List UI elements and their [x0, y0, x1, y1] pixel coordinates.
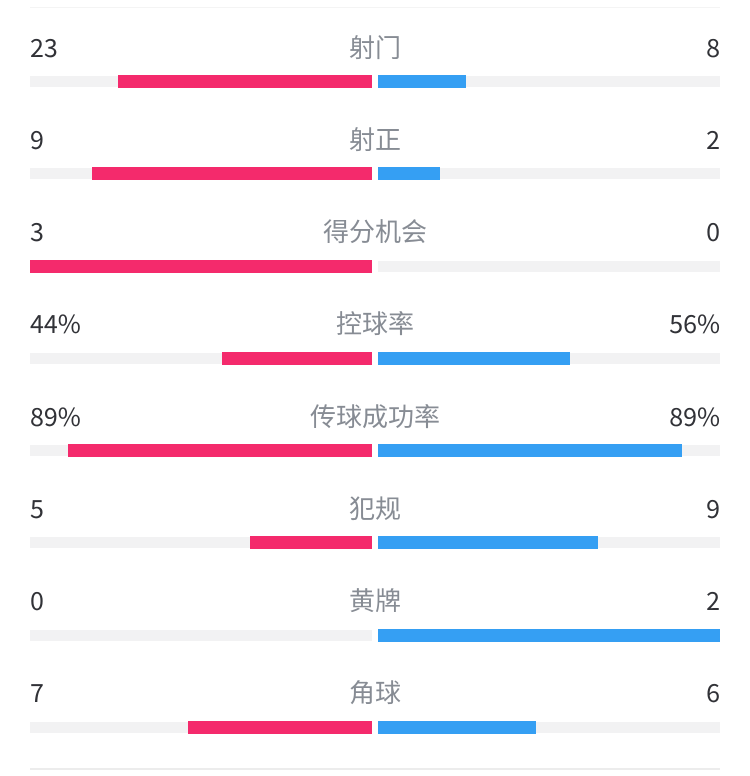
stat-row: 23 射门 8 [0, 19, 750, 111]
stat-label: 黄牌 [348, 581, 402, 619]
stat-row: 3 得分机会 0 [0, 204, 750, 296]
away-value: 56% [669, 305, 720, 342]
bar-track-home [30, 537, 372, 549]
home-value: 89% [30, 397, 81, 434]
home-value: 44% [30, 305, 81, 342]
away-bar-fill [378, 720, 536, 734]
top-divider [30, 6, 720, 9]
home-bar-fill [221, 351, 372, 365]
bottom-divider [30, 768, 720, 771]
away-value: 6 [706, 674, 720, 711]
stat-label: 射门 [348, 27, 402, 65]
away-bar-fill [378, 75, 467, 89]
bar-track-away [378, 721, 720, 733]
home-bar-fill [30, 259, 372, 273]
home-value: 9 [30, 120, 44, 157]
stat-label: 传球成功率 [309, 396, 441, 434]
stat-row: 44% 控球率 56% [0, 296, 750, 388]
bar-track-home [30, 629, 372, 641]
home-bar-fill [67, 444, 372, 458]
away-value: 89% [669, 397, 720, 434]
stat-row: 0 黄牌 2 [0, 573, 750, 665]
stat-label: 得分机会 [322, 212, 428, 250]
bar-track-home [30, 352, 372, 364]
home-value: 23 [30, 28, 58, 65]
away-bar-fill [378, 628, 720, 642]
home-bar-fill [187, 720, 372, 734]
stat-label: 射正 [348, 119, 402, 157]
away-bar-fill [378, 536, 598, 550]
stat-row: 5 犯规 9 [0, 480, 750, 572]
stat-label: 角球 [348, 673, 402, 711]
away-bar-fill [378, 167, 441, 181]
home-value: 5 [30, 489, 44, 526]
bar-track-away [378, 260, 720, 272]
away-bar-fill [378, 351, 570, 365]
home-bar-fill [118, 75, 372, 89]
away-value: 2 [706, 581, 720, 618]
away-value: 8 [706, 28, 720, 65]
stat-row: 89% 传球成功率 89% [0, 388, 750, 480]
home-value: 3 [30, 213, 44, 250]
away-value: 0 [706, 213, 720, 250]
home-value: 7 [30, 674, 44, 711]
home-value: 0 [30, 581, 44, 618]
bar-track-away [378, 168, 720, 180]
away-value: 9 [706, 489, 720, 526]
stat-row: 7 角球 6 [0, 665, 750, 757]
away-value: 2 [706, 120, 720, 157]
home-bar-fill [249, 536, 372, 550]
away-bar-fill [378, 444, 683, 458]
stat-label: 控球率 [335, 304, 415, 342]
stat-row: 9 射正 2 [0, 111, 750, 203]
home-bar-fill [92, 167, 372, 181]
bar-track-away [378, 76, 720, 88]
stat-label: 犯规 [348, 488, 402, 526]
